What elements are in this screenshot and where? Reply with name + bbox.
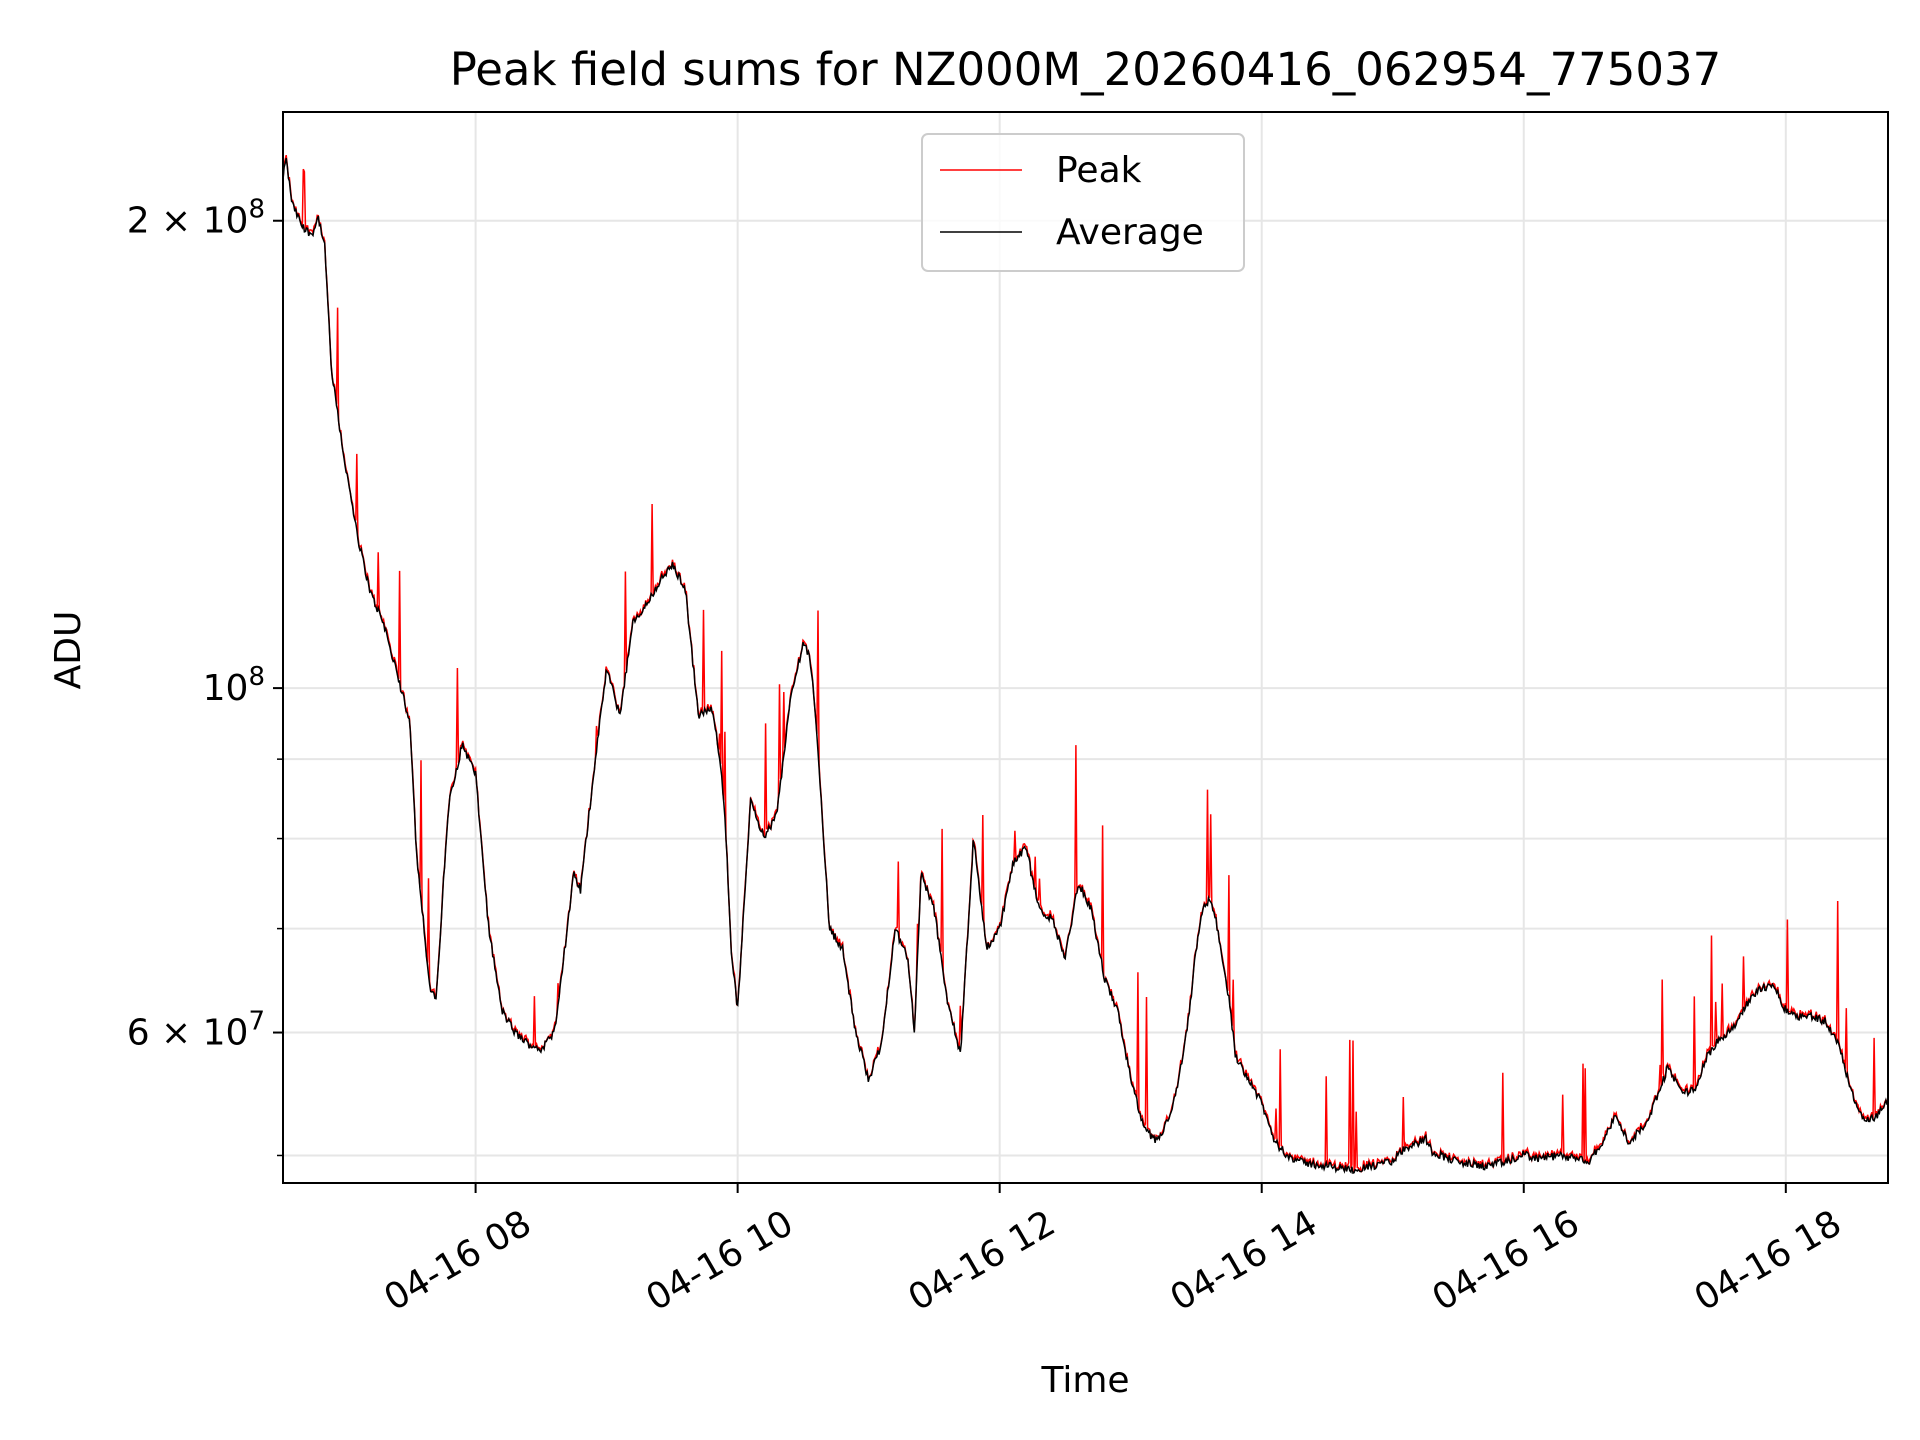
- legend-label-average: Average: [1056, 212, 1204, 253]
- chart-title: Peak field sums for NZ000M_20260416_0629…: [450, 43, 1722, 96]
- y-tick-label: 108: [203, 662, 265, 709]
- x-axis-label: Time: [1040, 1360, 1129, 1401]
- series-group: [282, 154, 1889, 1175]
- legend: Peak Average: [921, 133, 1245, 272]
- grid: [283, 112, 1888, 1183]
- series-average-line: [282, 157, 1889, 1175]
- legend-box: [921, 133, 1245, 272]
- y-axis-label: ADU: [48, 611, 89, 690]
- legend-label-peak: Peak: [1056, 150, 1142, 191]
- plot-frame: [282, 111, 1889, 1184]
- y-tick-label: 6 × 107: [127, 1007, 265, 1054]
- y-tick-label: 2 × 108: [127, 195, 265, 242]
